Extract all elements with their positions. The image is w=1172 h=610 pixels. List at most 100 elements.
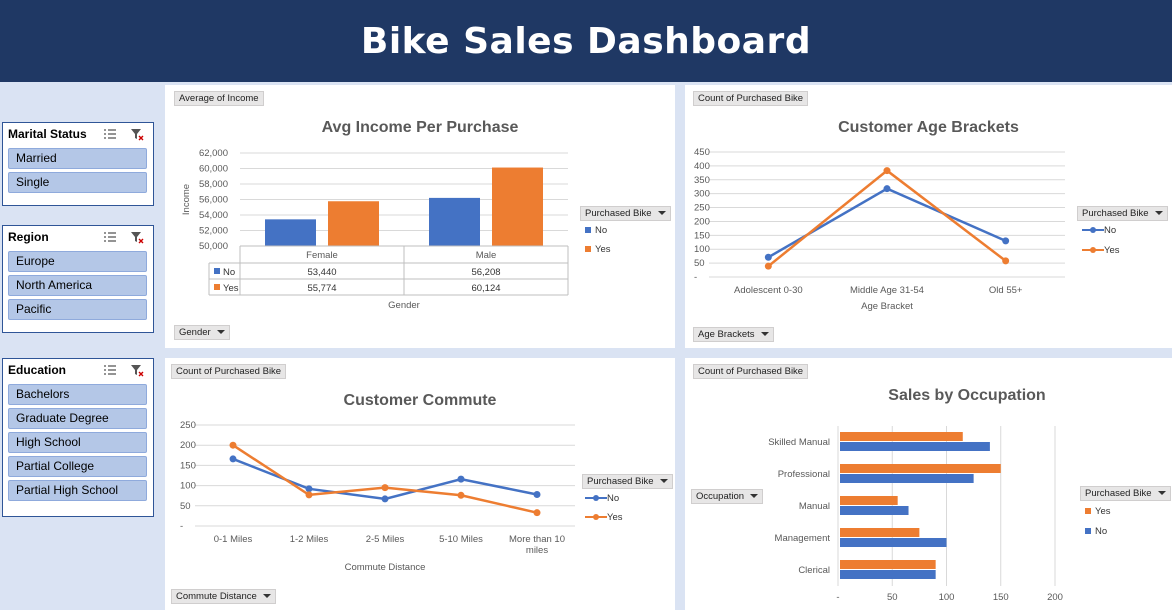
y-tick-label: 62,000 [199,148,228,159]
bar-yes-female [328,201,379,246]
axis-field-label: Gender [179,327,211,338]
x-axis-label: Age Bracket [861,301,913,312]
clear-filter-icon[interactable] [130,230,144,244]
point-no [305,485,313,493]
x-tick-label: 150 [993,592,1009,603]
gender-axis-field-button[interactable]: Gender [174,325,230,340]
slicer-item[interactable]: Partial High School [8,480,147,501]
x-tick-label: 0-1 Miles [214,534,253,545]
slicer-item[interactable]: Graduate Degree [8,408,147,429]
occupation-value-field-button[interactable]: Count of Purchased Bike [693,364,809,379]
point-yes [229,441,237,449]
legend-swatch [585,246,591,252]
point-yes [764,262,772,270]
slicer-items: Married Single [3,148,153,193]
point-no [533,490,541,498]
table-cell: 55,774 [307,283,336,294]
legend-item-yes: Yes [585,244,611,255]
x-tick-label: 50 [887,592,898,603]
legend-swatch [1085,508,1091,514]
clear-filter-icon[interactable] [130,127,144,141]
bar-no [840,538,947,547]
slicer-item[interactable]: Bachelors [8,384,147,405]
y-tick-label: Skilled Manual [768,437,830,448]
slicer-items: Europe North America Pacific [3,251,153,320]
bar-yes [840,464,1001,473]
income-value-field-button[interactable]: Average of Income [174,91,264,106]
slicer-title: Marital Status [8,127,87,141]
legend-field-label: Purchased Bike [587,476,654,487]
legend-field-button[interactable]: Purchased Bike [1080,486,1171,501]
axis-field-label: Commute Distance [176,591,257,602]
slicer-item[interactable]: Single [8,172,147,193]
slicer-item[interactable]: High School [8,432,147,453]
multi-select-icon[interactable] [103,127,117,141]
legend-item-no: No [585,225,607,236]
table-series-label: No [223,267,235,278]
commute-value-field-button[interactable]: Count of Purchased Bike [171,364,287,379]
legend-swatch [1085,528,1091,534]
x-tick-label: Middle Age 31-54 [850,285,924,296]
table-cell: 56,208 [471,267,500,278]
legend-field-label: Purchased Bike [1082,208,1149,219]
legend-field-button[interactable]: Purchased Bike [582,474,673,489]
legend-label: Yes [1104,245,1120,256]
legend-field-label: Purchased Bike [585,208,652,219]
point-yes [883,167,891,175]
dropdown-arrow-icon [216,330,225,335]
legend-item-no: No [1085,526,1107,537]
y-tick-label: Management [775,533,831,544]
legend-field-button[interactable]: Purchased Bike [1077,206,1168,221]
y-tick-label: 100 [180,481,196,492]
legend-item-no: No [585,493,619,504]
occupation-axis-field-button[interactable]: Occupation [691,489,764,504]
y-tick-label: - [180,521,183,532]
line-series-no [767,187,1007,259]
income-chart-panel: Average of Income Avg Income Per Purchas… [165,85,675,348]
y-axis-label: Income [181,184,192,215]
slicer-item[interactable]: Pacific [8,299,147,320]
point-no [883,185,891,193]
y-tick-label: 58,000 [199,179,228,190]
slicer-item[interactable]: Partial College [8,456,147,477]
legend-line-marker [1082,247,1104,254]
multi-select-icon[interactable] [103,230,117,244]
bar-yes [840,528,920,537]
legend-field-button[interactable]: Purchased Bike [580,206,671,221]
table-cell: 53,440 [307,267,336,278]
clear-filter-icon[interactable] [130,363,144,377]
commute-distance-axis-field-button[interactable]: Commute Distance [171,589,276,604]
slicer-item[interactable]: Europe [8,251,147,272]
region-slicer: Region Europe North America Pacific [2,225,154,333]
legend-item-yes: Yes [585,512,623,523]
multi-select-icon[interactable] [103,363,117,377]
legend-swatch [585,227,591,233]
x-tick-label: Adolescent 0-30 [734,285,803,296]
commute-chart: - 50 100 150 200 250 0-1 Miles 1-2 Miles 2-5 Mil… [180,420,575,573]
occupation-chart-panel: Count of Purchased Bike Sales by Occupat… [685,358,1172,610]
legend-item-yes: Yes [1085,506,1111,517]
slicer-item[interactable]: North America [8,275,147,296]
point-no [764,253,772,261]
line-series-yes [767,169,1007,268]
bar-no [840,474,974,483]
legend-line-marker [585,514,607,521]
y-tick-label: 300 [694,189,710,200]
age-chart: - 50 100 150 200 250 300 350 400 450 Adolescent 0-… [694,147,1065,312]
age-brackets-axis-field-button[interactable]: Age Brackets [693,327,774,342]
bar-no [840,506,909,515]
x-axis-label: Commute Distance [345,562,426,573]
table-key [214,268,220,274]
legend-label: Yes [607,512,623,523]
y-tick-label: 150 [694,230,710,241]
chart-title: Customer Commute [343,392,497,409]
point-yes [305,491,313,499]
slicer-item[interactable]: Married [8,148,147,169]
point-no [229,455,237,463]
slicer-header: Region [3,226,153,248]
x-tick-label: 5-10 Miles [439,534,483,545]
table-key [214,284,220,290]
point-yes [381,484,389,492]
legend-label: No [1095,526,1108,537]
age-value-field-button[interactable]: Count of Purchased Bike [693,91,809,106]
